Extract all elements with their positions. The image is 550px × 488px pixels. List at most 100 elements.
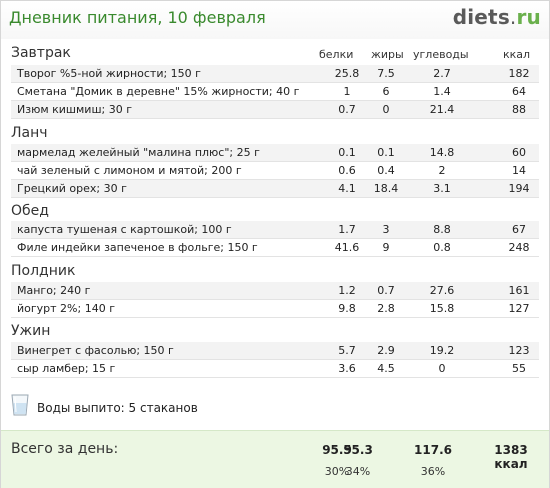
food-name: Манго; 240 г [17, 284, 91, 297]
glass-icon [11, 394, 29, 419]
kcal-value: 55 [512, 362, 526, 375]
table-row: Сметана "Домик в деревне" 15% жирности; … [11, 83, 539, 101]
food-name: сыр ламбер; 15 г [17, 362, 116, 375]
meal-title-lunch: Ланч [11, 125, 48, 141]
carbs-percent: 36% [420, 465, 446, 478]
protein-percent: 30% [324, 465, 350, 478]
water-label: Воды выпито: 5 стаканов [37, 401, 198, 415]
kcal-value: 88 [512, 103, 526, 116]
fat-value: 0.7 [377, 284, 395, 297]
table-row: чай зеленый с лимоном и мятой; 200 г 0.6… [11, 162, 539, 180]
protein-value: 9.8 [338, 302, 356, 315]
fat-value: 7.5 [377, 67, 395, 80]
protein-value: 0.1 [338, 146, 356, 159]
table-row: капуста тушеная с картошкой; 100 г 1.7 3… [11, 221, 539, 239]
carbs-value: 2 [438, 164, 446, 177]
protein-value: 0.6 [338, 164, 356, 177]
fat-value: 2.8 [377, 302, 395, 315]
fat-value: 2.9 [377, 344, 395, 357]
carbs-value: 2.7 [433, 67, 451, 80]
page-title: Дневник питания, 10 февраля [9, 8, 266, 27]
carbs-value: 19.2 [429, 344, 455, 357]
water-intake: Воды выпито: 5 стаканов [11, 394, 311, 418]
fat-value: 0.4 [377, 164, 395, 177]
carbs-value: 1.4 [433, 85, 451, 98]
food-name: Сметана "Домик в деревне" 15% жирности; … [17, 85, 300, 98]
kcal-value: 14 [512, 164, 526, 177]
food-name: Творог %5-ной жирности; 150 г [17, 67, 201, 80]
kcal-value: 194 [508, 182, 530, 195]
fat-value: 18.4 [373, 182, 399, 195]
column-header-kcal: ккал [503, 48, 531, 61]
table-row: Винегрет с фасолью; 150 г 5.7 2.9 19.2 1… [11, 342, 539, 360]
food-name: Филе индейки запеченое в фольге; 150 г [17, 241, 258, 254]
food-name: чай зеленый с лимоном и мятой; 200 г [17, 164, 242, 177]
fat-value: 6 [382, 85, 390, 98]
total-fat: 55.3 [343, 443, 373, 457]
meal-title-breakfast: Завтрак [11, 45, 71, 61]
kcal-value: 64 [512, 85, 526, 98]
meal-title-dinner: Обед [11, 203, 49, 219]
column-header-fat: жиры [371, 48, 404, 61]
table-row: йогурт 2%; 140 г 9.8 2.8 15.8 127 [11, 300, 539, 318]
fat-value: 9 [382, 241, 390, 254]
fat-value: 0 [382, 103, 390, 116]
meal-title-snack: Полдник [11, 263, 76, 279]
fat-value: 3 [382, 223, 390, 236]
table-row: Творог %5-ной жирности; 150 г 25.8 7.5 2… [11, 65, 539, 83]
protein-value: 25.8 [334, 67, 360, 80]
fat-percent: 34% [345, 465, 371, 478]
site-logo[interactable]: diets.ru [453, 5, 541, 29]
meal-title-supper: Ужин [11, 323, 51, 339]
kcal-value: 60 [512, 146, 526, 159]
table-row: мармелад желейный "малина плюс"; 25 г 0.… [11, 144, 539, 162]
column-header-protein: белки [319, 48, 354, 61]
kcal-value: 127 [508, 302, 530, 315]
total-protein: 95.9 [322, 443, 352, 457]
kcal-value: 123 [508, 344, 530, 357]
carbs-value: 14.8 [429, 146, 455, 159]
logo-domain: ru [516, 5, 541, 29]
fat-value: 0.1 [377, 146, 395, 159]
protein-value: 3.6 [338, 362, 356, 375]
protein-value: 4.1 [338, 182, 356, 195]
carbs-value: 0 [438, 362, 446, 375]
table-row: Манго; 240 г 1.2 0.7 27.6 161 [11, 282, 539, 300]
carbs-value: 0.8 [433, 241, 451, 254]
table-row: Грецкий орех; 30 г 4.1 18.4 3.1 194 [11, 180, 539, 198]
column-header-carbs: углеводы [413, 48, 469, 61]
food-name: йогурт 2%; 140 г [17, 302, 115, 315]
carbs-value: 21.4 [429, 103, 455, 116]
protein-value: 41.6 [334, 241, 360, 254]
kcal-value: 182 [508, 67, 530, 80]
food-name: Изюм кишмиш; 30 г [17, 103, 132, 116]
protein-value: 1.2 [338, 284, 356, 297]
kcal-value: 248 [508, 241, 530, 254]
carbs-value: 15.8 [429, 302, 455, 315]
carbs-value: 8.8 [433, 223, 451, 236]
logo-dot: . [509, 5, 517, 29]
food-name: Винегрет с фасолью; 150 г [17, 344, 174, 357]
total-carbs: 117.6 [414, 443, 452, 457]
table-row: Филе индейки запеченое в фольге; 150 г 4… [11, 239, 539, 257]
daily-totals: Всего за день: 95.9 55.3 117.6 1383 ккал… [1, 430, 549, 488]
table-row: сыр ламбер; 15 г 3.6 4.5 0 55 [11, 360, 539, 378]
food-name: капуста тушеная с картошкой; 100 г [17, 223, 232, 236]
protein-value: 1.7 [338, 223, 356, 236]
protein-value: 1 [343, 85, 351, 98]
kcal-value: 67 [512, 223, 526, 236]
table-row: Изюм кишмиш; 30 г 0.7 0 21.4 88 [11, 101, 539, 119]
food-name: мармелад желейный "малина плюс"; 25 г [17, 146, 260, 159]
carbs-value: 3.1 [433, 182, 451, 195]
fat-value: 4.5 [377, 362, 395, 375]
header: Дневник питания, 10 февраля diets.ru [1, 1, 549, 39]
protein-value: 5.7 [338, 344, 356, 357]
total-kcal: 1383 ккал [494, 443, 528, 471]
carbs-value: 27.6 [429, 284, 455, 297]
food-name: Грецкий орех; 30 г [17, 182, 127, 195]
kcal-value: 161 [508, 284, 530, 297]
logo-text: diets [452, 5, 510, 29]
totals-label: Всего за день: [11, 441, 119, 457]
protein-value: 0.7 [338, 103, 356, 116]
